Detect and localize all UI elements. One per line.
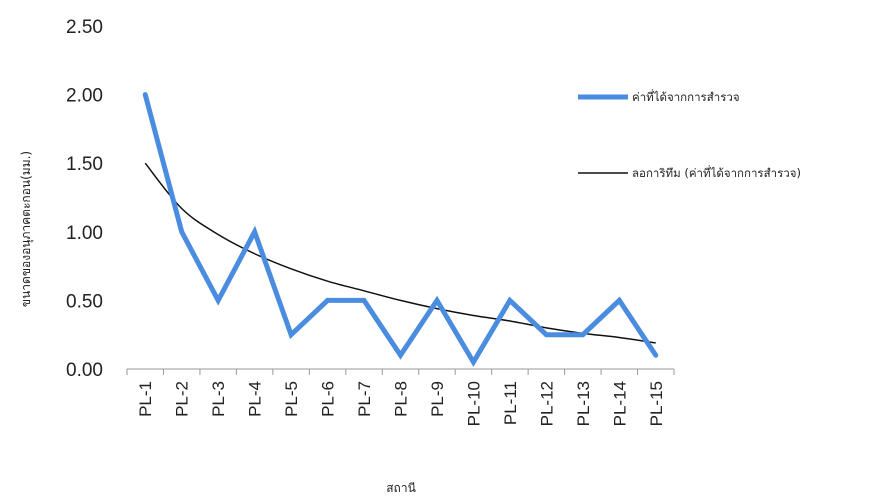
x-axis-title: สถานี bbox=[386, 481, 416, 495]
y-axis-title: ขนาดของอนุภาคตะกอน(มม.) bbox=[19, 151, 34, 307]
y-tick-label: 0.50 bbox=[66, 291, 103, 312]
x-tick-label: PL-8 bbox=[392, 381, 411, 417]
x-tick-label: PL-9 bbox=[428, 381, 447, 417]
legend-label-logarithmic: ลอการิทึม (ค่าที่ได้จากการสำรวจ) bbox=[632, 165, 801, 180]
x-tick-label: PL-11 bbox=[501, 381, 520, 425]
x-tick-label: PL-13 bbox=[574, 381, 593, 426]
x-tick-label: PL-5 bbox=[282, 381, 301, 417]
x-tick-label: PL-10 bbox=[464, 381, 483, 426]
x-tick-label: PL-6 bbox=[319, 381, 338, 417]
series-line-observed bbox=[142, 92, 659, 368]
y-axis: 0.00 0.50 1.00 1.50 2.00 2.50 bbox=[66, 17, 103, 381]
y-tick-label: 0.00 bbox=[66, 360, 103, 381]
x-tick-label: PL-14 bbox=[610, 381, 629, 426]
x-tick-label: PL-4 bbox=[246, 381, 265, 417]
x-tick-label: PL-15 bbox=[647, 381, 666, 426]
y-tick-label: 1.50 bbox=[66, 154, 103, 175]
series-layer bbox=[142, 92, 659, 368]
x-axis: PL-1 PL-2 PL-3 PL-4 PL-5 PL-6 PL-7 PL-8 PL-9 PL-1… bbox=[126, 368, 675, 426]
y-tick-label: 2.50 bbox=[66, 17, 103, 38]
x-tick-label: PL-1 bbox=[136, 381, 155, 417]
x-tick-label: PL-3 bbox=[209, 381, 228, 417]
x-tick-label: PL-2 bbox=[173, 381, 192, 417]
y-tick-label: 2.00 bbox=[66, 86, 103, 107]
x-tick-label: PL-12 bbox=[537, 381, 556, 426]
legend: ค่าที่ได้จากการสำรวจ ลอการิทึม (ค่าที่ได… bbox=[578, 89, 801, 180]
series-line-logarithmic bbox=[144, 162, 656, 344]
y-tick-label: 1.00 bbox=[66, 223, 103, 244]
legend-label-observed: ค่าที่ได้จากการสำรวจ bbox=[632, 89, 740, 104]
x-tick-label: PL-7 bbox=[355, 381, 374, 417]
